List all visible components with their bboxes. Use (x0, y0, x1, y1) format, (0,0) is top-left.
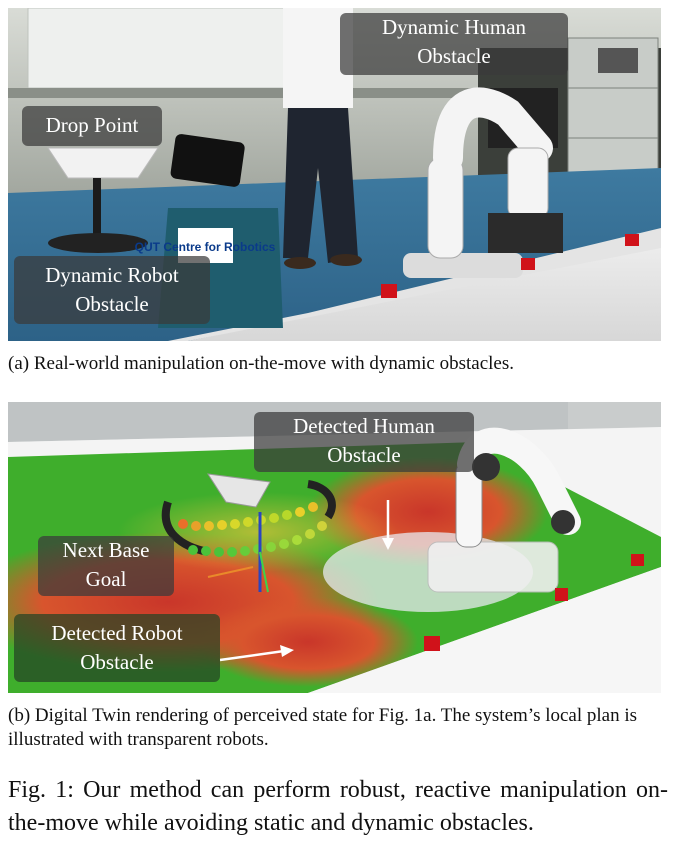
figure-caption: Fig. 1: Our method can perform robust, r… (8, 777, 668, 836)
label-dynamic-human-obstacle: Dynamic Human Obstacle (340, 13, 568, 75)
label-drop-point: Drop Point (22, 106, 162, 146)
label-detected-human-obstacle: Detected Human Obstacle (254, 412, 474, 472)
label-detected-robot-obstacle: Detected Robot Obstacle (14, 614, 220, 682)
digital-twin-render: Detected Human Obstacle Next Base Goal D… (8, 402, 661, 693)
planned-trajectory (161, 480, 336, 593)
shirt-logo-text: QUT Centre for Robotics (135, 240, 276, 254)
caption-b: (b) Digital Twin rendering of perceived … (8, 705, 638, 750)
label-next-base-goal: Next Base Goal (38, 536, 174, 596)
label-dynamic-robot-obstacle: Dynamic Robot Obstacle (14, 256, 210, 324)
caption-a: (a) Real-world manipulation on-the-move … (8, 353, 514, 374)
photo-real-world: QUT Centre for Robotics Dynamic Human Ob… (8, 8, 661, 341)
